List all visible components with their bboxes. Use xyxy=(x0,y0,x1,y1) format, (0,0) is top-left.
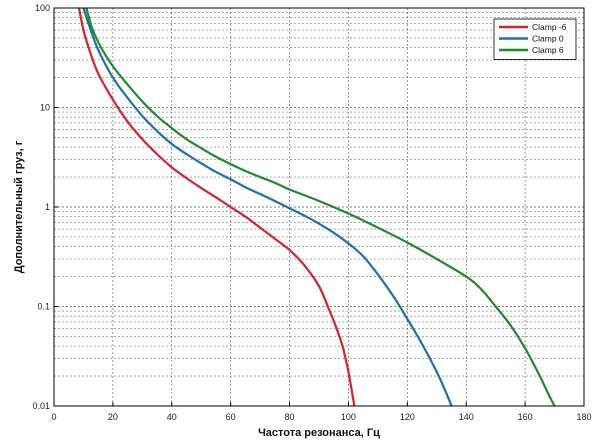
legend-label: Clamp 6 xyxy=(532,45,564,55)
x-tick-label: 80 xyxy=(285,412,295,422)
series-line xyxy=(82,8,453,406)
y-axis-title: Дополнительный груз, г xyxy=(13,140,25,273)
axis-ticks: 0 20 40 60 80 100 120 140 160 180 0.01 0.1 1 10 100 xyxy=(32,3,591,422)
x-tick-label: 40 xyxy=(167,412,177,422)
legend-label: Clamp -6 xyxy=(532,22,567,32)
series-layer xyxy=(77,8,556,406)
grid xyxy=(54,8,584,406)
y-tick-label: 1 xyxy=(45,202,50,212)
legend-label: Clamp 0 xyxy=(532,34,564,44)
x-tick-label: 0 xyxy=(51,412,56,422)
x-tick-label: 180 xyxy=(576,412,591,422)
series-line xyxy=(85,8,556,406)
y-tick-label: 10 xyxy=(40,103,50,113)
x-tick-label: 120 xyxy=(400,412,415,422)
x-tick-label: 20 xyxy=(108,412,118,422)
x-axis-title: Частота резонанса, Гц xyxy=(258,427,380,439)
x-tick-label: 160 xyxy=(518,412,533,422)
y-tick-label: 0.1 xyxy=(37,302,50,312)
x-tick-label: 140 xyxy=(459,412,474,422)
y-tick-label: 0.01 xyxy=(32,401,50,411)
y-tick-label: 100 xyxy=(35,3,50,13)
x-tick-label: 100 xyxy=(341,412,356,422)
series-line xyxy=(77,8,356,406)
x-tick-label: 60 xyxy=(226,412,236,422)
